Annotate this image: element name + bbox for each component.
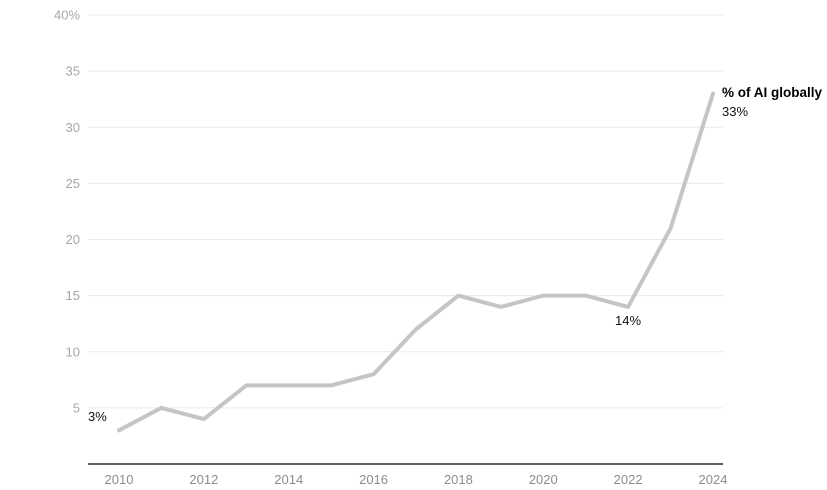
annotation-2010-value: 3% — [88, 409, 107, 424]
y-tick-label: 10 — [66, 344, 80, 359]
y-tick-label: 30 — [66, 120, 80, 135]
y-tick-label: 5 — [73, 400, 80, 415]
data-line — [117, 91, 715, 433]
y-tick-label: 35 — [66, 64, 80, 79]
x-tick-label: 2012 — [189, 472, 218, 487]
y-tick-label: 25 — [66, 176, 80, 191]
y-tick-label: 20 — [66, 232, 80, 247]
y-tick-label: 15 — [66, 288, 80, 303]
x-tick-label: 2020 — [529, 472, 558, 487]
x-tick-label: 2014 — [274, 472, 303, 487]
x-tick-label: 2016 — [359, 472, 388, 487]
series-end-label: % of AI globally — [722, 85, 823, 100]
x-tick-label: 2022 — [614, 472, 643, 487]
annotation-2022-value: 14% — [614, 313, 642, 328]
y-tick-label: 40% — [54, 8, 80, 23]
annotation-2024-value: 33% — [722, 104, 749, 119]
x-tick-label: 2024 — [699, 472, 728, 487]
x-tick-label: 2018 — [444, 472, 473, 487]
x-tick-label: 2010 — [105, 472, 134, 487]
